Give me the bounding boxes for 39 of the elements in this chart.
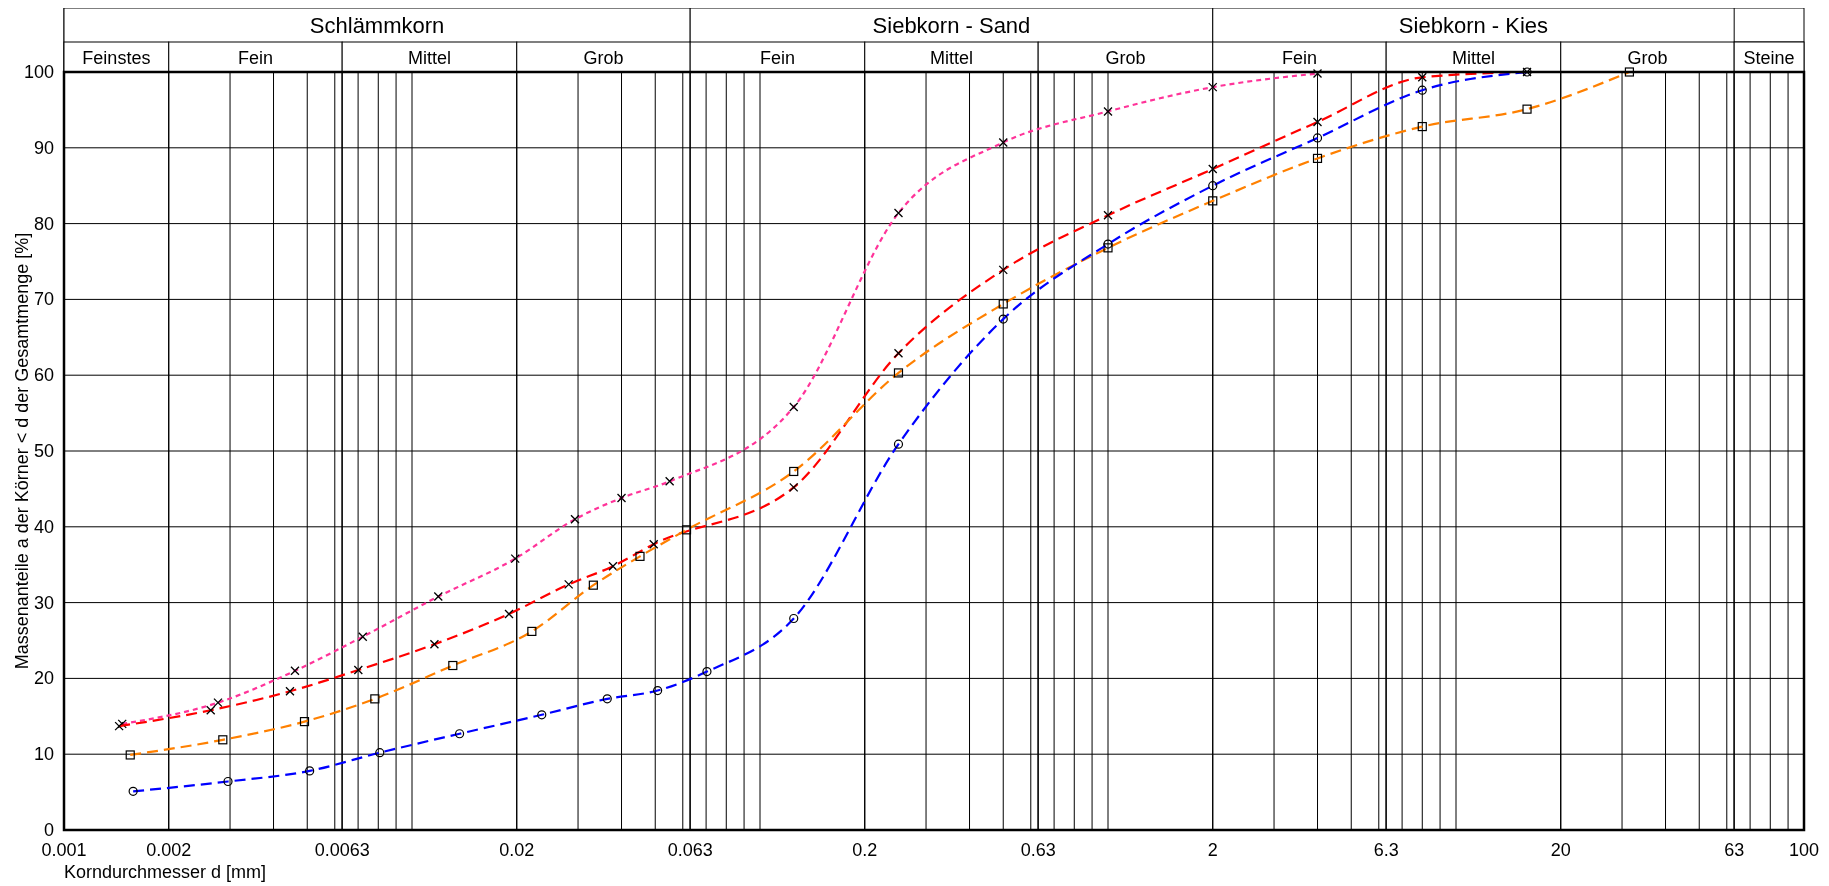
y-tick-label: 90	[33, 137, 54, 158]
y-tick-label: 20	[33, 668, 54, 689]
band-label: Grob	[583, 48, 624, 68]
y-tick-label: 80	[33, 213, 54, 234]
x-tick-label: 0.63	[1020, 840, 1056, 860]
y-axis-title: Massenanteile a der Körner < d der Gesamtmenge [%]	[12, 232, 32, 670]
band-label: Fein	[1281, 48, 1317, 68]
band-label: Fein	[237, 48, 273, 68]
y-tick-label: 50	[33, 441, 54, 461]
band-label: Mittel	[1451, 48, 1495, 68]
band-label: Siebkorn - Sand	[872, 13, 1031, 38]
band-label: Feinstes	[82, 48, 151, 68]
y-tick-label: 70	[33, 289, 54, 310]
y-tick-label: 10	[33, 744, 54, 765]
band-label: Siebkorn - Kies	[1398, 13, 1549, 38]
x-axis-title: Korndurchmesser d [mm]	[64, 862, 267, 882]
x-tick-label: 2	[1207, 840, 1218, 860]
y-tick-label: 40	[33, 516, 54, 537]
y-tick-label: 60	[33, 365, 54, 386]
band-label: Grob	[1627, 48, 1668, 68]
x-tick-label: 0.063	[667, 840, 713, 860]
band-label: Fein	[759, 48, 795, 68]
x-tick-label: 0.2	[852, 840, 878, 860]
x-tick-label: 6.3	[1373, 840, 1399, 860]
y-tick-label: 0	[43, 820, 54, 840]
band-label: Schlämmkorn	[309, 13, 445, 38]
band-label: Grob	[1105, 48, 1146, 68]
x-tick-label: 100	[1788, 840, 1820, 860]
x-tick-label: 20	[1550, 840, 1571, 860]
x-tick-label: 0.001	[41, 840, 87, 860]
x-tick-label: 0.02	[499, 840, 535, 860]
band-label: Steine	[1743, 48, 1795, 68]
band-label: Mittel	[407, 48, 451, 68]
x-tick-label: 63	[1724, 840, 1745, 860]
x-tick-label: 0.0063	[314, 840, 370, 860]
y-tick-label: 30	[33, 592, 54, 613]
y-tick-label: 100	[23, 62, 54, 82]
band-label: Mittel	[929, 48, 973, 68]
x-tick-label: 0.002	[146, 840, 192, 860]
